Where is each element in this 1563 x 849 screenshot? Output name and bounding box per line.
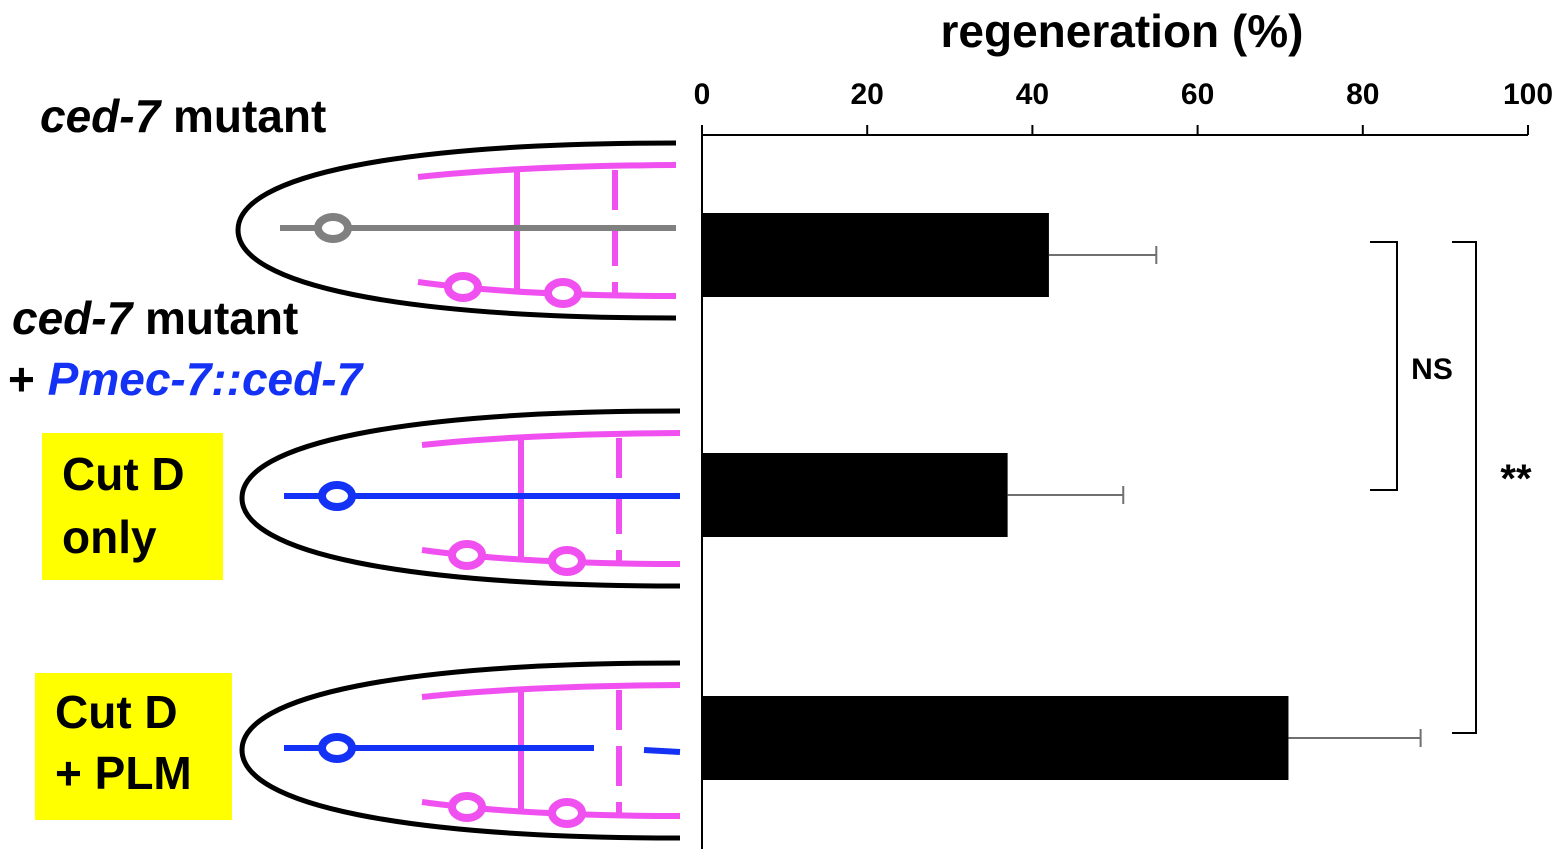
bar (702, 696, 1288, 780)
neuron-cell (322, 485, 352, 507)
pink-cell (452, 796, 482, 818)
pink-cell (552, 802, 582, 824)
pink-neuron (422, 433, 680, 445)
neuron (644, 750, 680, 752)
label-prefix: + (8, 353, 48, 405)
pink-cell (452, 544, 482, 566)
pink-cell (548, 282, 578, 304)
significance-bracket (1370, 242, 1397, 490)
chart: regeneration (%) ced-7 mutant ced-7 muta… (0, 0, 1563, 849)
label-text: mutant (160, 90, 326, 142)
row-label: + Pmec-7::ced-7 (8, 353, 365, 405)
label-construct: Pmec-7::ced-7 (48, 353, 365, 405)
x-tick-label: 60 (1181, 78, 1214, 111)
neuron-cell (318, 217, 348, 239)
pink-cell (552, 550, 582, 572)
row-label: ced-7 mutant (12, 292, 298, 344)
x-tick-label: 20 (851, 78, 884, 111)
pink-neuron (422, 685, 680, 697)
significance-bracket (1452, 242, 1476, 733)
row-label: ced-7 mutant (40, 90, 326, 142)
box-text: only (62, 511, 157, 563)
chart-title: regeneration (%) (941, 5, 1304, 57)
box-text: Cut D (62, 448, 185, 500)
x-tick-label: 40 (1016, 78, 1049, 111)
label-italic: ced-7 (12, 292, 135, 344)
neuron-cell (322, 737, 352, 759)
sample-size: (38) (716, 720, 769, 753)
pink-neuron (418, 165, 676, 177)
sample-size: (50) (716, 237, 769, 270)
x-tick-label: 0 (694, 78, 711, 111)
x-tick-label: 80 (1346, 78, 1379, 111)
x-tick-label: 100 (1503, 78, 1553, 111)
box-text: Cut D (55, 686, 178, 738)
box-text: + PLM (55, 747, 192, 799)
sample-size: (38) (716, 477, 769, 510)
significance-label: NS (1411, 353, 1453, 386)
label-text: mutant (132, 292, 298, 344)
label-italic: ced-7 (40, 90, 163, 142)
significance-label: ** (1500, 457, 1532, 501)
pink-cell (448, 276, 478, 298)
